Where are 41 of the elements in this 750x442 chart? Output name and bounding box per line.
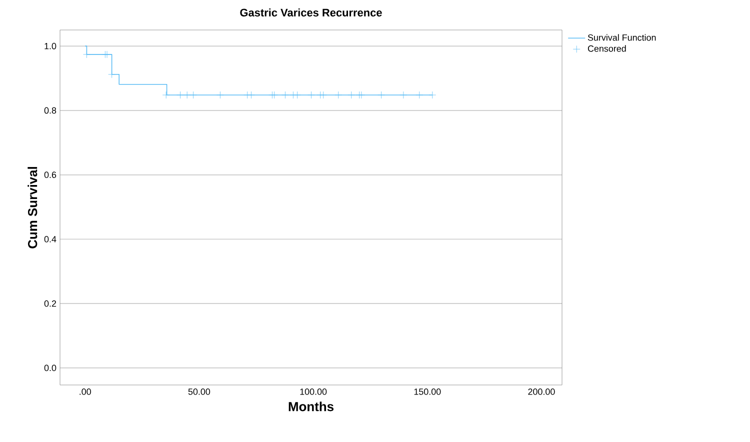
y-tick-label: 0.2 [44,300,56,307]
point [400,91,408,99]
y-tick-label: 0.8 [44,107,56,114]
point [216,91,224,99]
point [428,91,436,99]
x-tick-label: 150.00 [414,388,441,395]
point [268,91,276,99]
point [248,91,255,99]
y-axis-title: Cum Survival [28,167,38,248]
y-tick-label: 0.0 [44,364,56,372]
point [356,91,364,99]
x-tick-label: 100.00 [300,388,327,395]
point [83,50,90,58]
point [294,91,302,99]
legend-label: Survival Function [588,34,656,41]
point [358,91,366,99]
point [270,91,278,99]
point [378,91,385,99]
y-tick-label: 0.6 [44,172,56,178]
point [162,91,170,99]
point [320,91,328,99]
point [334,91,342,99]
y-tick-label: 0.4 [44,236,56,242]
chart-title: Gastric Varices Recurrence [240,8,382,16]
y-tick-label: 1.0 [44,42,56,50]
point [183,91,191,99]
point [176,91,184,99]
x-tick-label: .00 [80,388,91,395]
point [282,91,289,99]
point [190,91,197,99]
point [102,50,109,58]
point [348,91,356,99]
point [108,70,116,78]
x-tick-label: 200.00 [528,388,555,395]
point [103,50,111,58]
point [416,91,424,99]
point [308,91,315,99]
point [290,91,297,99]
legend-label: Censored [588,45,626,52]
x-tick-label: 50.00 [188,388,210,395]
x-axis-title: Months [288,402,334,412]
